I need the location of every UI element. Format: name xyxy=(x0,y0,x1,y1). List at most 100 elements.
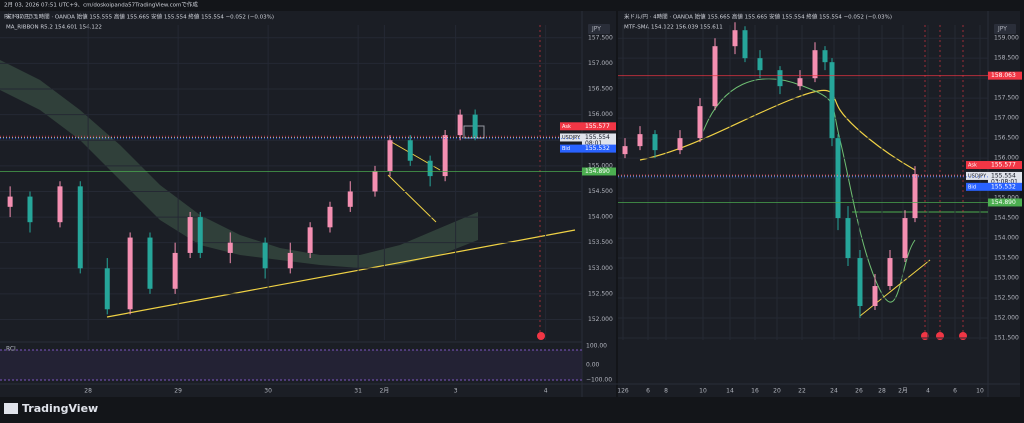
rci-tick: 0.00 xyxy=(586,362,600,369)
price-tag-name-box xyxy=(966,182,988,191)
candle-body xyxy=(652,134,658,151)
candle-body xyxy=(262,242,268,269)
price-tag-name-box xyxy=(560,133,582,142)
candle-body xyxy=(697,106,703,139)
candle-body xyxy=(77,186,83,269)
price-tag-label: 154.890 xyxy=(585,168,610,175)
candle-body xyxy=(127,237,133,310)
y-tick-label: 157.000 xyxy=(588,60,613,67)
x-tick-label: 16 xyxy=(751,388,759,395)
y-tick-label: 155.000 xyxy=(588,162,613,169)
trend-line xyxy=(859,259,931,317)
currency-label: JPY xyxy=(591,26,601,33)
currency-box xyxy=(994,24,1016,34)
candle-body xyxy=(172,252,178,289)
y-tick-label: 159.000 xyxy=(994,35,1019,42)
candle-body xyxy=(902,218,908,259)
candle-body xyxy=(887,258,893,287)
y-tick-label: 157.500 xyxy=(994,95,1019,102)
price-tag xyxy=(988,71,1022,80)
price-tag-name-box xyxy=(560,144,582,153)
candle-body xyxy=(637,134,643,147)
candle-body xyxy=(27,196,33,223)
x-tick-label: 28 xyxy=(878,388,886,395)
candle-body xyxy=(147,237,153,289)
candle-body xyxy=(777,70,783,87)
candle-body xyxy=(712,46,718,107)
x-tick-label: 31 xyxy=(354,388,362,395)
candle-body xyxy=(7,196,13,207)
candle-body xyxy=(835,138,841,219)
y-tick-label: 152.500 xyxy=(994,295,1019,302)
y-tick-label: 157.500 xyxy=(588,34,613,41)
y-tick-label: 155.000 xyxy=(994,195,1019,202)
y-tick-label: 153.000 xyxy=(994,275,1019,282)
event-icon xyxy=(537,332,545,340)
candle-body xyxy=(227,242,233,253)
x-tick-label: 126 xyxy=(617,388,629,395)
candle-body xyxy=(797,78,803,87)
x-tick-label: 26 xyxy=(855,388,863,395)
candle-body xyxy=(197,217,203,253)
y-tick-label: 156.000 xyxy=(588,111,613,118)
x-tick-label: 4 xyxy=(926,388,930,395)
brand-logo xyxy=(4,403,18,414)
chart-subtitle: MTF-SMA 154.122 156.039 155.611 xyxy=(624,25,723,31)
candle-body xyxy=(427,160,433,177)
y-tick-label: 154.500 xyxy=(588,188,613,195)
candle-body xyxy=(622,146,628,155)
x-tick-label: 14 xyxy=(726,388,734,395)
price-tag xyxy=(582,122,616,131)
x-tick-label: 4 xyxy=(544,388,548,395)
y-tick-label: 154.000 xyxy=(994,235,1019,242)
x-tick-label: 2月 xyxy=(379,388,389,395)
x-tick-label: 10 xyxy=(976,388,984,395)
x-tick-label: 29 xyxy=(174,388,182,395)
y-tick-label: 153.500 xyxy=(994,255,1019,262)
x-tick-label: 30 xyxy=(264,388,272,395)
y-tick-label: 154.500 xyxy=(994,215,1019,222)
price-tag-label: 154.890 xyxy=(991,199,1016,206)
candle-body xyxy=(347,191,353,207)
price-tag-label: 158.063 xyxy=(991,72,1016,79)
candle-body xyxy=(327,206,333,228)
candle-body xyxy=(104,268,110,310)
price-tag xyxy=(988,198,1022,207)
chart-title: 米ドル/円 · 1時間 · OANDA 始値 155.555 高値 155.66… xyxy=(6,13,274,21)
candle-body xyxy=(307,227,313,253)
y-tick-label: 153.000 xyxy=(588,265,613,272)
ma-ribbon xyxy=(0,60,478,268)
chart-title: 米ドル/円 · 4時間 · OANDA 始値 155.665 高値 155.66… xyxy=(624,13,892,21)
price-tag-name: USDJPY xyxy=(968,173,987,179)
price-tag xyxy=(582,167,616,176)
currency-box xyxy=(588,24,610,34)
x-tick-label: 20 xyxy=(773,388,781,395)
y-tick-label: 156.500 xyxy=(588,86,613,93)
candle-body xyxy=(372,170,378,192)
price-tag xyxy=(582,133,616,148)
candle-body xyxy=(812,50,818,79)
price-tag-label: 155.532 xyxy=(585,145,610,152)
x-tick-label: 6 xyxy=(646,388,650,395)
candle-body xyxy=(732,30,738,47)
event-icon xyxy=(936,332,944,340)
y-tick-label: 152.000 xyxy=(588,316,613,323)
candle-body xyxy=(912,174,918,219)
price-tag-name-box xyxy=(966,161,988,170)
price-tag-name: Bid xyxy=(968,184,976,190)
price-tag-label: 155.554 xyxy=(991,172,1016,179)
price-tag-label: 155.577 xyxy=(585,123,610,130)
price-tag-countdown: 03:08:01 xyxy=(991,178,1018,185)
left-panel xyxy=(0,11,616,397)
candle-body xyxy=(757,58,763,71)
y-tick-label: 154.000 xyxy=(588,214,613,221)
candle-body xyxy=(187,217,193,253)
candle-body xyxy=(457,114,463,136)
brand: TradingView xyxy=(22,402,98,415)
candle-body xyxy=(287,252,293,269)
candle-body xyxy=(387,140,393,171)
currency-label: JPY xyxy=(997,26,1007,33)
candle-body xyxy=(845,218,851,259)
